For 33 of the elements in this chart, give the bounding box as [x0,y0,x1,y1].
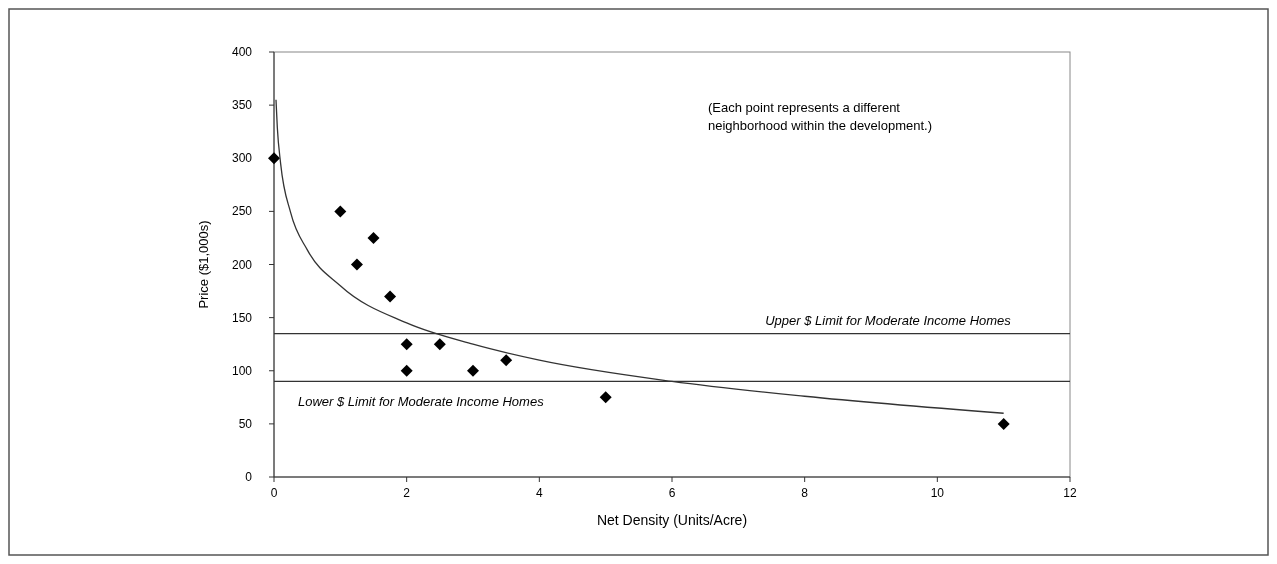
point [400,364,413,377]
annotation: (Each point represents a different neighborhood within the development.) [708,100,933,133]
x-axis-title: Net Density (Units/Acre) [596,512,748,528]
y-tick-label: 400 [231,45,253,59]
y-tick-label: 350 [231,98,253,113]
point [350,258,363,271]
point [500,354,513,367]
x-tick-label: 0 [270,486,278,500]
point [384,290,397,303]
x-tick-label: 10 [930,486,945,500]
ref-line-label: Upper $ Limit for Moderate Income Homes [765,312,1012,328]
y-tick-label: 100 [231,363,253,378]
x-tick-label: 12 [1063,486,1077,500]
y-tick-label: 250 [231,204,253,219]
x-tick-label: 8 [801,486,809,500]
point [367,231,380,244]
x-tick-label: 2 [403,486,411,500]
point [599,391,612,404]
point [467,364,479,377]
point [334,205,347,218]
y-axis-title: Price ($1,000s) [196,220,211,309]
y-tick-label: 50 [238,416,253,431]
ref-line-label: Lower $ Limit for Moderate Income Homes [298,394,545,410]
y-tick-label: 0 [245,470,253,484]
point [268,152,280,165]
point [997,417,1010,430]
x-tick-label: 4 [535,486,543,500]
y-tick-label: 200 [231,257,253,272]
point [400,338,413,351]
x-tick-label: 6 [668,486,676,500]
point [433,338,446,351]
y-tick-label: 150 [231,310,253,325]
y-tick-label: 300 [231,151,253,166]
